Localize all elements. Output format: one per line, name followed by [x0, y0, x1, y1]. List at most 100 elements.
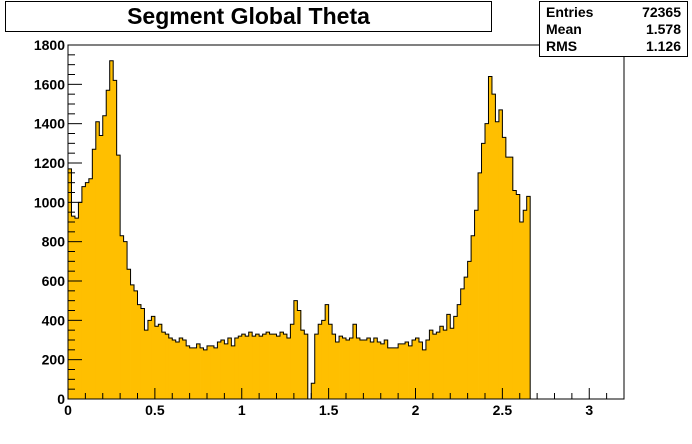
histogram-bar: [523, 210, 528, 399]
histogram-bar: [189, 347, 194, 399]
histogram-bar: [88, 178, 93, 399]
histogram-bar: [366, 338, 371, 399]
histogram-bar: [342, 338, 347, 399]
histogram-bar: [154, 326, 159, 399]
histogram-bar: [335, 341, 340, 399]
histogram-bar: [450, 328, 455, 399]
stats-entries-label: Entries: [546, 4, 594, 20]
histogram-bar: [311, 383, 316, 399]
histogram-bar: [224, 343, 229, 399]
histogram-bar: [356, 338, 361, 399]
histogram-bar: [158, 324, 163, 399]
histogram-bar: [394, 347, 399, 399]
y-tick-label: 1400: [34, 116, 65, 132]
histogram-bar: [120, 235, 124, 399]
histogram-bar: [109, 60, 114, 399]
stats-mean-value: 1.578: [645, 21, 681, 37]
histogram-bar: [102, 115, 107, 400]
histogram-bar: [516, 194, 521, 399]
histogram-bar: [352, 324, 357, 399]
y-tick-label: 1200: [34, 155, 65, 171]
histogram-bar: [457, 304, 462, 399]
histogram-bar: [495, 121, 500, 399]
histogram-bar: [297, 310, 302, 399]
histogram-bar: [408, 345, 413, 399]
histogram-bar: [443, 330, 448, 399]
histogram-bar: [325, 304, 330, 399]
histogram-bar: [210, 345, 215, 399]
y-tick-label: 1600: [34, 76, 65, 92]
x-tick-label: 1: [238, 402, 246, 418]
histogram-bar: [269, 334, 274, 399]
histogram-bar: [151, 316, 156, 399]
histogram-bar: [318, 324, 323, 399]
histogram-bar: [231, 345, 236, 399]
histogram-bar: [255, 334, 260, 399]
x-tick-label: 1.5: [319, 402, 339, 418]
y-tick-label: 800: [42, 234, 66, 250]
histogram-bar: [412, 340, 416, 399]
histogram-bar: [519, 222, 524, 399]
histogram-bar: [471, 235, 475, 399]
histogram-bar: [95, 121, 100, 399]
histogram-bar: [234, 338, 239, 399]
stats-mean-row: Mean 1.578: [546, 21, 681, 38]
x-axis: 0 0.5 1 1.5 2 2.5 3: [64, 388, 625, 418]
histogram-bar: [464, 277, 469, 399]
histogram-bar: [332, 334, 336, 399]
histogram-bar: [123, 241, 128, 399]
histogram-bar: [509, 157, 514, 399]
histogram-bar: [491, 94, 496, 400]
histogram-bar: [432, 334, 437, 399]
histogram-bar: [213, 347, 218, 399]
histogram-bar: [71, 216, 76, 399]
histogram-bar: [370, 341, 375, 399]
histogram-bar: [446, 314, 451, 399]
histogram-bar: [339, 336, 343, 399]
histogram-bar: [186, 345, 191, 399]
histogram-bar: [286, 338, 291, 399]
histogram-bar: [273, 334, 277, 399]
histogram-bar: [196, 343, 201, 399]
histogram-bar: [161, 332, 166, 399]
histogram-bar: [505, 157, 510, 399]
histogram-bar: [116, 155, 121, 399]
histogram-bar: [304, 334, 309, 399]
histogram-bar: [99, 135, 104, 399]
chart-title: Segment Global Theta: [127, 3, 370, 29]
histogram-bar: [113, 80, 118, 400]
histogram-bar: [276, 336, 281, 399]
histogram-bar: [478, 172, 482, 399]
histogram-bar: [384, 340, 389, 399]
histogram-bar: [418, 341, 423, 399]
histogram-bar: [453, 316, 458, 399]
histogram-bar: [259, 336, 264, 399]
histogram-bar: [279, 332, 284, 399]
histogram-bar: [398, 343, 402, 399]
histogram-bar: [165, 334, 170, 399]
histogram-bar: [363, 340, 368, 399]
histogram-bar: [485, 123, 489, 400]
histogram-bar: [439, 326, 444, 399]
histogram-bar: [512, 190, 517, 399]
histogram-bar: [359, 340, 364, 399]
histogram-bar: [217, 341, 222, 399]
histogram-bar: [207, 345, 211, 399]
stats-mean-label: Mean: [546, 21, 582, 37]
histogram-bar: [200, 347, 204, 399]
histogram-bar: [179, 338, 184, 399]
histogram-bar: [425, 340, 430, 399]
histogram-bar: [415, 338, 420, 399]
stats-rms-label: RMS: [546, 38, 578, 54]
stats-rms-value: 1.126: [645, 38, 681, 54]
histogram-bar: [436, 332, 441, 399]
histogram-bar: [266, 332, 270, 399]
histogram-bar: [401, 343, 406, 399]
histogram-bar: [81, 186, 86, 399]
stats-box: Entries 72365 Mean 1.578 RMS 1.126: [539, 1, 688, 57]
histogram-bar: [106, 90, 111, 399]
histogram-outline: [67, 60, 531, 400]
histogram-bar: [74, 218, 79, 399]
histogram-bar: [220, 340, 225, 399]
histogram-bar: [460, 288, 465, 399]
